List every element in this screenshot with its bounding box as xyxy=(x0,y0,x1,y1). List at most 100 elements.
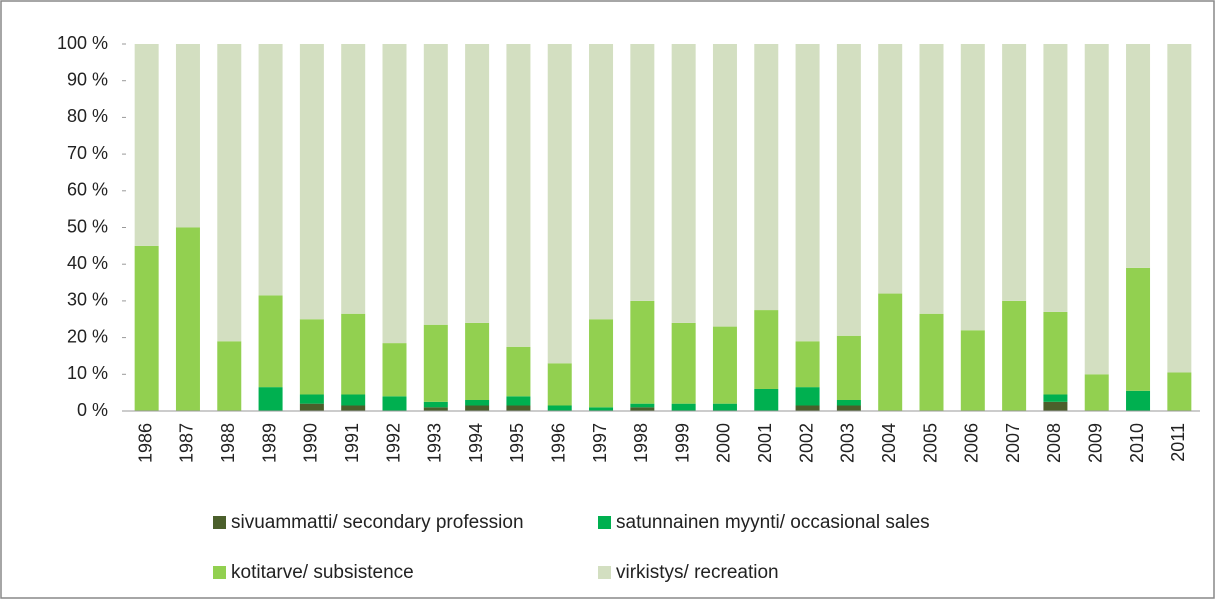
bar-segment xyxy=(506,346,531,397)
x-tick-label: 2000 xyxy=(714,423,734,463)
bar-segment xyxy=(547,44,572,364)
bar-segment xyxy=(960,330,985,411)
bar-segment xyxy=(465,44,490,323)
bar-segment xyxy=(1043,401,1068,411)
bar-segment xyxy=(341,394,366,406)
bar-segment xyxy=(1043,44,1068,312)
x-tick-label: 1991 xyxy=(342,423,362,463)
bar-segment xyxy=(217,341,242,411)
bar-segment xyxy=(1167,372,1192,411)
bar-segment xyxy=(465,405,490,411)
legend-swatch xyxy=(213,516,226,529)
bar-segment xyxy=(795,341,820,388)
x-tick-label: 1986 xyxy=(135,423,155,463)
bar-segment xyxy=(1043,394,1068,402)
y-tick-label: 40 % xyxy=(67,253,108,273)
bar-segment xyxy=(712,44,737,327)
legend-swatch xyxy=(598,516,611,529)
bar-segment xyxy=(630,403,655,408)
legend-label: satunnainen myynti/ occasional sales xyxy=(616,512,930,533)
bar-segment xyxy=(1084,44,1109,375)
x-tick-label: 1998 xyxy=(631,423,651,463)
y-tick-label: 60 % xyxy=(67,180,108,200)
bar-segment xyxy=(547,405,572,411)
bar-segment xyxy=(589,44,614,320)
bar-segment xyxy=(671,322,696,404)
x-tick-label: 2006 xyxy=(962,423,982,463)
x-tick-label: 2001 xyxy=(755,423,775,463)
bar-segment xyxy=(1167,44,1192,373)
bar-segment xyxy=(506,44,531,347)
bar-segment xyxy=(423,324,448,402)
bar-segment xyxy=(919,44,944,314)
legend-label: kotitarve/ subsistence xyxy=(231,562,414,583)
bar-segment xyxy=(423,401,448,408)
x-tick-label: 1993 xyxy=(425,423,445,463)
x-tick-label: 2010 xyxy=(1127,423,1147,463)
bar-segment xyxy=(630,407,655,411)
x-tick-label: 2008 xyxy=(1044,423,1064,463)
bar-segment xyxy=(423,407,448,411)
bar-segment xyxy=(258,295,283,388)
bar-segment xyxy=(506,405,531,411)
bar-segment xyxy=(589,319,614,408)
bar-segment xyxy=(671,44,696,323)
y-tick-label: 90 % xyxy=(67,69,108,89)
bar-segment xyxy=(382,396,407,411)
y-tick-label: 30 % xyxy=(67,290,108,310)
bar-segment xyxy=(630,44,655,301)
y-tick-label: 80 % xyxy=(67,106,108,126)
bar-segment xyxy=(960,44,985,331)
bar-segment xyxy=(836,405,861,411)
y-tick-label: 100 % xyxy=(57,33,108,53)
bar-segment xyxy=(175,44,200,228)
bar-segment xyxy=(341,44,366,314)
bar-segment xyxy=(134,44,159,246)
x-tick-label: 1988 xyxy=(218,423,238,463)
legend-swatch xyxy=(598,566,611,579)
bar-segment xyxy=(712,403,737,411)
bar-segment xyxy=(341,313,366,395)
bar-segment xyxy=(1126,267,1151,391)
bar-segment xyxy=(547,363,572,406)
bar-segment xyxy=(465,399,490,406)
bar-segment xyxy=(1084,374,1109,411)
bar-segment xyxy=(299,403,324,411)
x-tick-label: 2005 xyxy=(920,423,940,463)
x-tick-label: 1994 xyxy=(466,423,486,463)
x-tick-label: 1997 xyxy=(590,423,610,463)
bar-segment xyxy=(382,343,407,397)
bar-segment xyxy=(465,322,490,400)
x-tick-label: 1989 xyxy=(259,423,279,463)
bar-segment xyxy=(258,387,283,411)
bar-segment xyxy=(795,44,820,342)
y-tick-label: 20 % xyxy=(67,326,108,346)
bar-segment xyxy=(795,405,820,411)
bar-segment xyxy=(836,44,861,336)
legend-label: sivuammatti/ secondary profession xyxy=(231,512,524,533)
legend-label: virkistys/ recreation xyxy=(616,562,779,583)
x-tick-label: 1999 xyxy=(672,423,692,463)
x-tick-label: 1990 xyxy=(301,423,321,463)
bar-segment xyxy=(671,403,696,411)
bar-segment xyxy=(175,227,200,411)
bar-segment xyxy=(423,44,448,325)
x-tick-label: 1992 xyxy=(383,423,403,463)
bar-segment xyxy=(878,293,903,411)
bar-segment xyxy=(630,300,655,404)
bar-segment xyxy=(299,319,324,395)
bar-segment xyxy=(589,407,614,411)
y-tick-label: 10 % xyxy=(67,363,108,383)
bar-segment xyxy=(299,44,324,320)
y-tick-label: 50 % xyxy=(67,216,108,236)
bar-segment xyxy=(1002,44,1027,301)
legend-swatch xyxy=(213,566,226,579)
bar-segment xyxy=(836,335,861,400)
bar-segment xyxy=(134,245,159,411)
y-tick-label: 70 % xyxy=(67,143,108,163)
x-tick-label: 2011 xyxy=(1168,423,1188,462)
x-tick-label: 1996 xyxy=(548,423,568,463)
bar-segment xyxy=(1126,44,1151,268)
x-tick-label: 2007 xyxy=(1003,423,1023,463)
